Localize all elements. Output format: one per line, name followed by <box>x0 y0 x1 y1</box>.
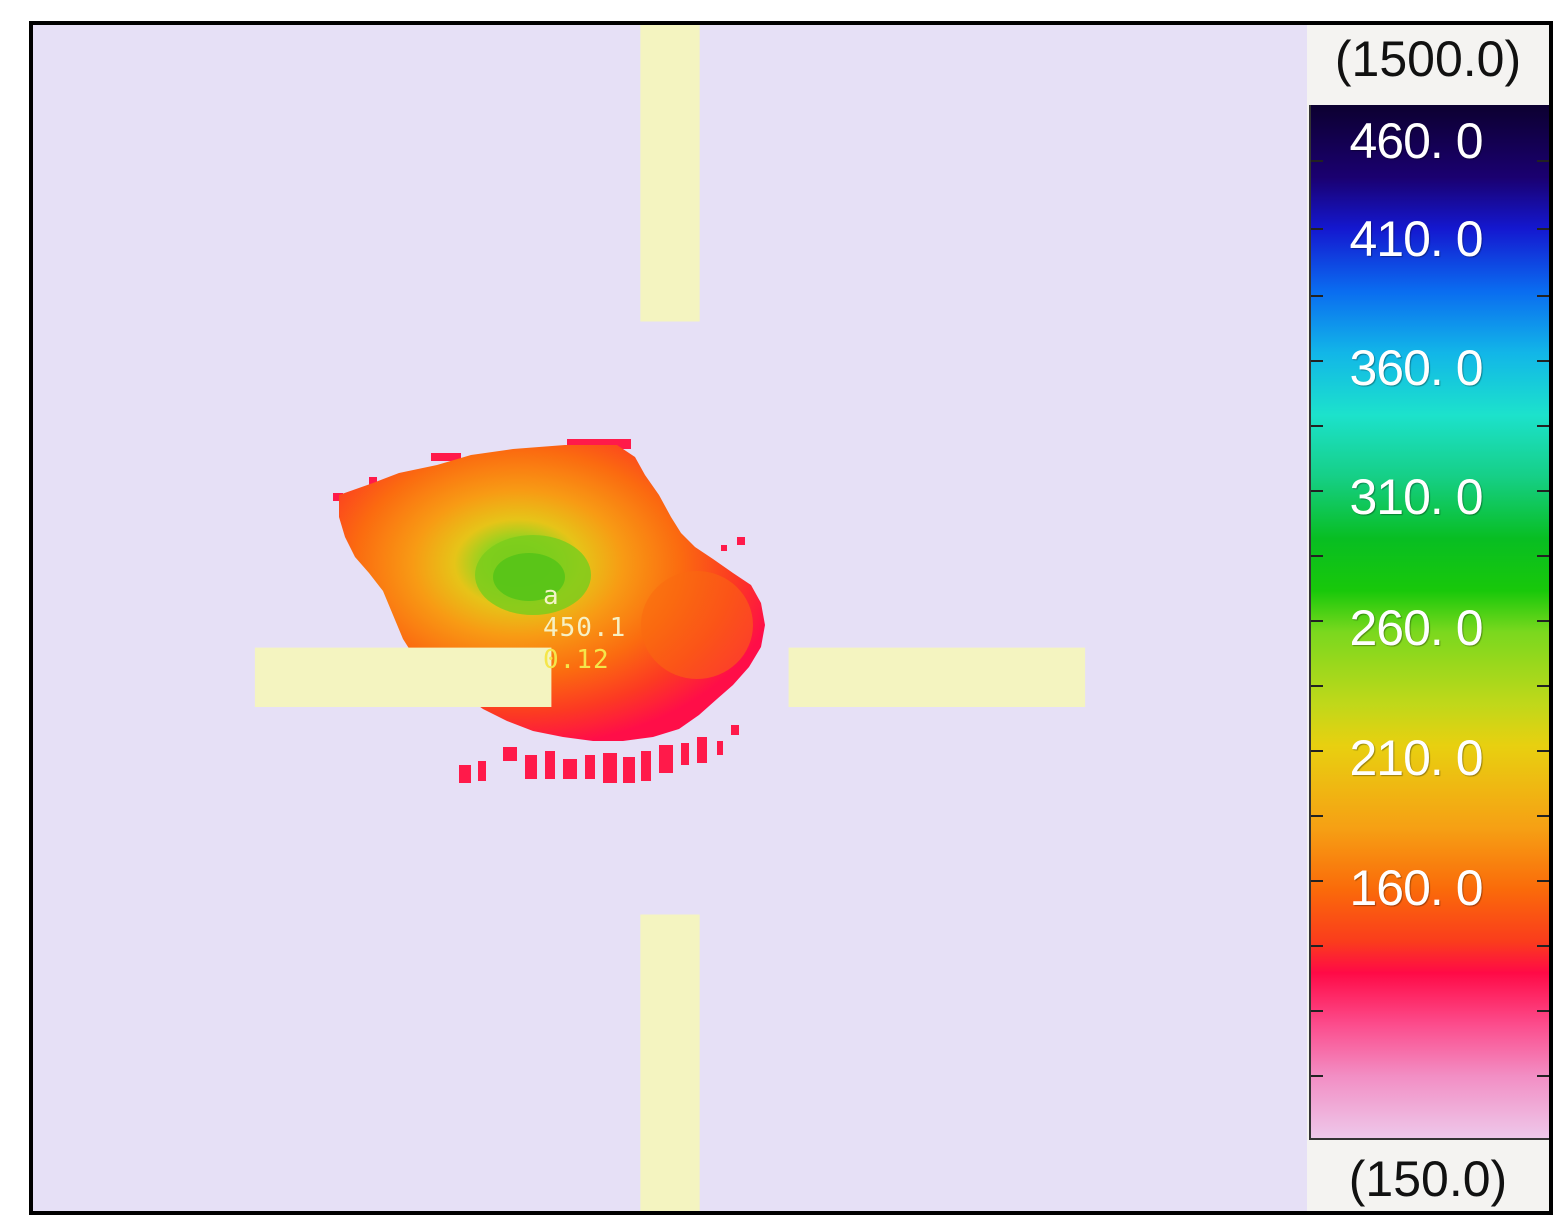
range-max[interactable]: (1500.0) <box>1334 31 1522 87</box>
scale-label-1: 460. 0 <box>1349 113 1483 169</box>
temperature-scale: (1500.0) 460. 0 410. 0 360. 0 310. 0 260… <box>1307 25 1549 1211</box>
thermal-image[interactable]: a 450.1 0.12 <box>33 25 1307 1211</box>
marker-temperature: 450.1 <box>543 613 627 643</box>
scale-label-2: 410. 0 <box>1349 211 1483 267</box>
marker-emissivity: 0.12 <box>543 645 610 675</box>
scale-label-7: 160. 0 <box>1349 860 1483 916</box>
scale-label-3: 360. 0 <box>1349 340 1483 396</box>
color-bar: 460. 0 410. 0 360. 0 310. 0 260. 0 210. … <box>1309 105 1549 1140</box>
scale-label-6: 210. 0 <box>1349 730 1483 786</box>
range-min[interactable]: (150.0) <box>1348 1151 1508 1207</box>
hot-spot-speckles <box>333 439 745 783</box>
scale-label-5: 260. 0 <box>1349 600 1483 656</box>
scale-label-4: 310. 0 <box>1349 469 1483 525</box>
crosshair-icon <box>254 25 1086 1211</box>
marker-label: a <box>543 581 560 611</box>
thermal-viewer: a 450.1 0.12 (1500.0) 460. 0 410. 0 360.… <box>29 21 1553 1215</box>
